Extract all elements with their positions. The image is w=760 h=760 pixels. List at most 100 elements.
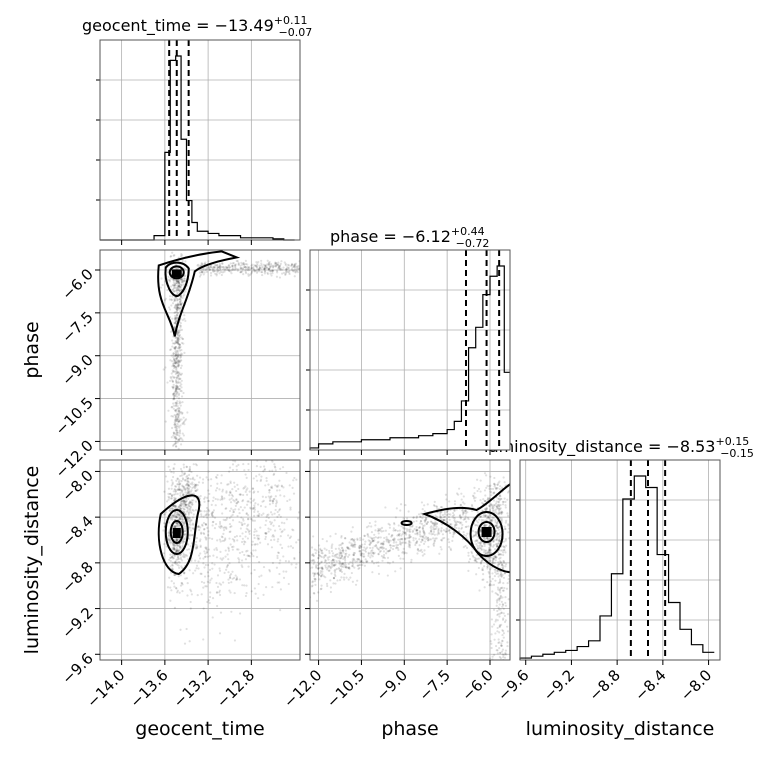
sample-point <box>386 561 390 564</box>
sample-point <box>353 541 356 544</box>
sample-point <box>174 538 177 541</box>
sample-point <box>173 606 177 609</box>
sample-point <box>174 390 178 393</box>
sample-point <box>176 483 179 486</box>
sample-point <box>175 516 178 519</box>
sample-point <box>489 484 492 487</box>
sample-point <box>181 337 185 341</box>
sample-point <box>380 530 383 533</box>
sample-point <box>228 268 231 271</box>
sample-point <box>476 489 479 493</box>
sample-point <box>496 526 499 529</box>
sample-point <box>247 456 249 458</box>
sample-point <box>177 514 180 517</box>
sample-point <box>491 560 494 563</box>
sample-point <box>332 576 335 580</box>
sample-point <box>326 584 329 588</box>
sample-point <box>194 508 198 512</box>
sample-point <box>502 629 505 633</box>
sample-point <box>351 544 354 547</box>
sample-point <box>492 487 495 491</box>
sample-point <box>488 584 491 587</box>
sample-point <box>360 554 363 557</box>
sample-point <box>356 560 359 563</box>
sample-point <box>175 511 179 514</box>
sample-point <box>247 554 250 557</box>
sample-point <box>243 540 246 543</box>
sample-point <box>439 506 443 509</box>
sample-point <box>372 536 376 540</box>
sample-point <box>334 574 337 578</box>
sample-point <box>388 549 391 552</box>
sample-point <box>287 267 290 270</box>
sample-point <box>178 412 181 415</box>
sample-point <box>173 423 177 426</box>
sample-point <box>289 508 292 511</box>
sample-point <box>202 478 205 481</box>
sample-point <box>208 555 211 558</box>
sample-point <box>503 572 506 575</box>
sample-point <box>173 504 177 507</box>
sample-point <box>338 568 341 571</box>
sample-point <box>279 534 282 538</box>
sample-point <box>176 385 180 389</box>
sample-point <box>167 539 170 542</box>
sample-point <box>451 515 454 518</box>
sample-point <box>490 642 493 645</box>
sample-point <box>175 539 178 542</box>
sample-point <box>176 544 179 547</box>
sample-point <box>464 525 467 529</box>
sample-point <box>176 336 180 340</box>
sample-point <box>170 487 173 490</box>
sample-point <box>204 523 208 527</box>
sample-point <box>453 519 456 522</box>
sample-point <box>176 355 179 358</box>
sample-point <box>176 333 179 336</box>
sample-point <box>498 531 502 534</box>
sample-point <box>445 517 448 520</box>
sample-point <box>339 549 342 552</box>
sample-point <box>210 512 213 516</box>
sample-point <box>216 604 219 608</box>
sample-point <box>251 487 254 490</box>
sample-point <box>496 570 499 573</box>
sample-point <box>245 592 248 595</box>
sample-point <box>245 476 248 479</box>
sample-point <box>218 589 221 592</box>
sample-point <box>228 562 231 565</box>
sample-point <box>496 507 499 510</box>
sample-point <box>285 269 288 272</box>
sample-point <box>178 347 181 350</box>
sample-point <box>263 272 266 275</box>
sample-point <box>277 267 280 270</box>
sample-point <box>204 547 208 550</box>
sample-point <box>241 550 244 554</box>
sample-point <box>181 301 184 305</box>
sample-point <box>470 550 473 553</box>
sample-point <box>373 533 376 536</box>
sample-point <box>213 527 217 530</box>
sample-point <box>495 522 498 525</box>
sample-point <box>257 597 260 600</box>
sample-point <box>174 347 177 350</box>
sample-point <box>384 529 387 532</box>
sample-point <box>188 465 191 469</box>
sample-point <box>180 379 183 382</box>
sample-point <box>182 486 186 489</box>
title-geocent-time: geocent_time = −13.49+0.11 −0.07 <box>82 14 312 39</box>
sample-point <box>261 495 264 498</box>
sample-point <box>333 555 336 558</box>
sample-point <box>490 584 493 587</box>
sample-point <box>252 267 255 270</box>
sample-point <box>505 544 508 547</box>
sample-point <box>180 390 183 393</box>
sample-point <box>235 465 238 468</box>
sample-point <box>218 488 221 491</box>
sample-point <box>173 300 176 303</box>
sample-point <box>501 602 504 606</box>
sample-point <box>174 506 177 510</box>
sample-point <box>173 488 176 491</box>
sample-point <box>253 269 256 272</box>
sample-point <box>498 615 501 618</box>
sample-point <box>440 510 443 513</box>
